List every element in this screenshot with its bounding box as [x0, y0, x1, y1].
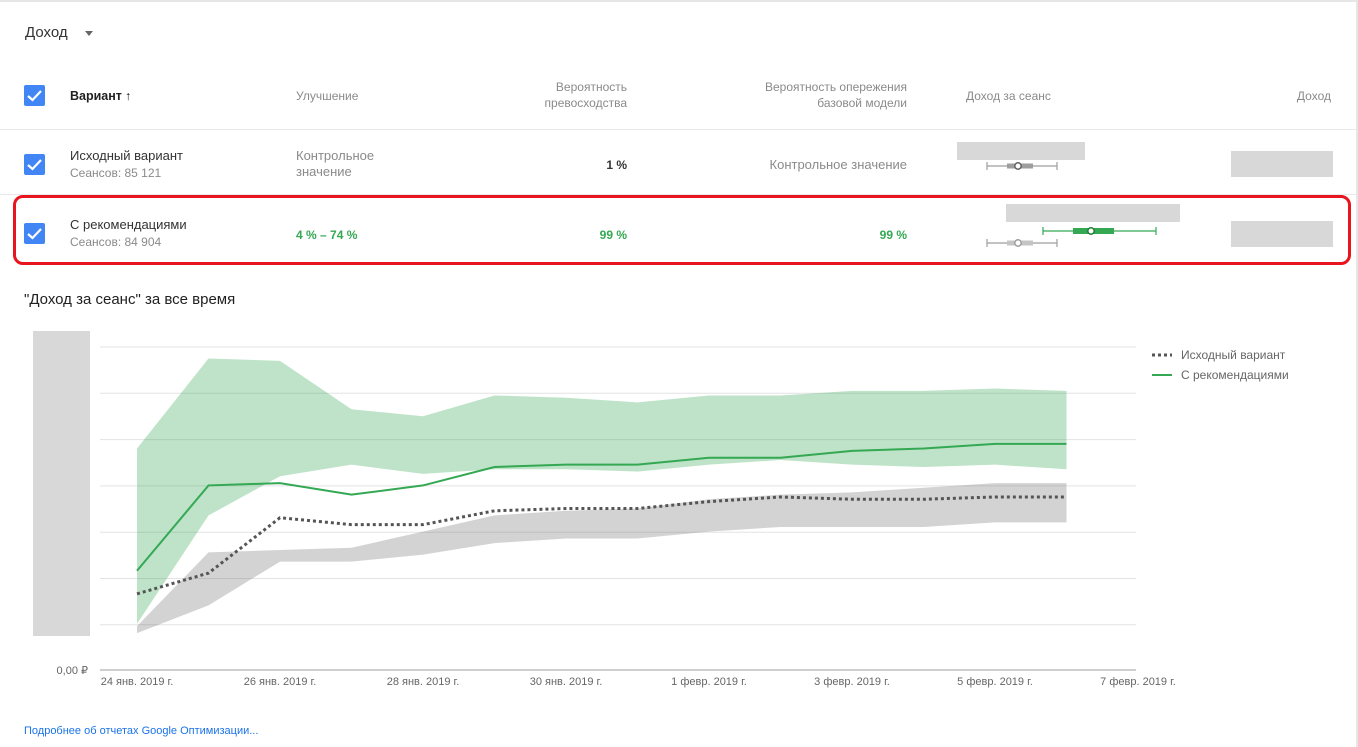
dropdown-caret-icon: [84, 31, 93, 36]
y-tick-label: 0,00 ₽: [57, 665, 88, 677]
variant-sessions: Сеансов: 84 904: [70, 235, 162, 249]
solid-line-icon: [1152, 374, 1172, 376]
check-icon: [27, 159, 42, 171]
column-header-prob-beat-baseline[interactable]: Вероятность опережения базовой модели: [765, 80, 907, 110]
column-header-revenue[interactable]: Доход: [1296, 89, 1331, 103]
dotted-line-icon: [1152, 353, 1172, 357]
divider: [0, 129, 1356, 130]
column-header-prob-best[interactable]: Вероятность превосходства: [544, 80, 627, 110]
legend-item-original[interactable]: Исходный вариант: [1151, 345, 1289, 365]
metric-dropdown[interactable]: Доход: [25, 24, 93, 41]
learn-more-link[interactable]: Подробнее об отчетах Google Оптимизации.…: [24, 725, 259, 737]
redacted-value: [1231, 151, 1333, 177]
series-line-recommendations: [136, 442, 1067, 572]
prob-best-value: 99 %: [599, 228, 627, 242]
x-tick-label: 7 февр. 2019 г.: [1100, 676, 1176, 688]
confidence-band-recommendations: [137, 358, 1067, 624]
check-icon: [27, 90, 42, 102]
prob-best-value: 1 %: [606, 158, 627, 172]
x-tick-label: 28 янв. 2019 г.: [387, 676, 460, 688]
row-checkbox-original[interactable]: [24, 154, 45, 175]
improvement-value: 4 % – 74 %: [296, 228, 358, 242]
variant-name: С рекомендациями: [70, 217, 187, 232]
interval-plot-recommendations: [1042, 227, 1157, 235]
redacted-value: [957, 142, 1085, 160]
chart-title: "Доход за сеанс" за все время: [24, 291, 236, 308]
x-tick-label: 5 февр. 2019 г.: [957, 676, 1033, 688]
variant-sessions: Сеансов: 85 121: [70, 166, 162, 180]
row-checkbox-recommendations[interactable]: [24, 223, 45, 244]
metric-dropdown-label: Доход: [25, 24, 68, 41]
sort-ascending-icon: ↑: [124, 89, 132, 103]
interval-plot-original: [986, 162, 1058, 170]
column-header-improvement[interactable]: Улучшение: [296, 89, 359, 103]
x-tick-label: 26 янв. 2019 г.: [244, 676, 317, 688]
column-header-rev-per-session[interactable]: Доход за сеанс: [966, 89, 1051, 103]
variant-name: Исходный вариант: [70, 148, 183, 163]
select-all-checkbox[interactable]: [24, 85, 45, 106]
prob-beat-value: Контрольное значение: [769, 157, 907, 172]
chart-legend: Исходный вариант С рекомендациями: [1151, 345, 1289, 385]
interval-plot-original-reference: [986, 239, 1058, 247]
legend-item-recommendations[interactable]: С рекомендациями: [1151, 365, 1289, 385]
divider: [0, 194, 1356, 195]
redacted-value: [1006, 204, 1180, 222]
highlight-annotation: [13, 195, 1351, 265]
redacted-y-axis: [33, 331, 90, 636]
x-tick-label: 1 февр. 2019 г.: [671, 676, 747, 688]
x-tick-label: 3 февр. 2019 г.: [814, 676, 890, 688]
x-tick-label: 30 янв. 2019 г.: [530, 676, 603, 688]
confidence-band-original: [137, 483, 1067, 634]
series-line-original: [136, 495, 1067, 596]
redacted-value: [1231, 221, 1333, 247]
prob-beat-value: 99 %: [879, 228, 907, 242]
column-header-variant[interactable]: Вариант ↑: [70, 89, 132, 103]
improvement-value: Контрольное значение: [296, 148, 375, 179]
check-icon: [27, 228, 42, 240]
x-tick-label: 24 янв. 2019 г.: [101, 676, 174, 688]
